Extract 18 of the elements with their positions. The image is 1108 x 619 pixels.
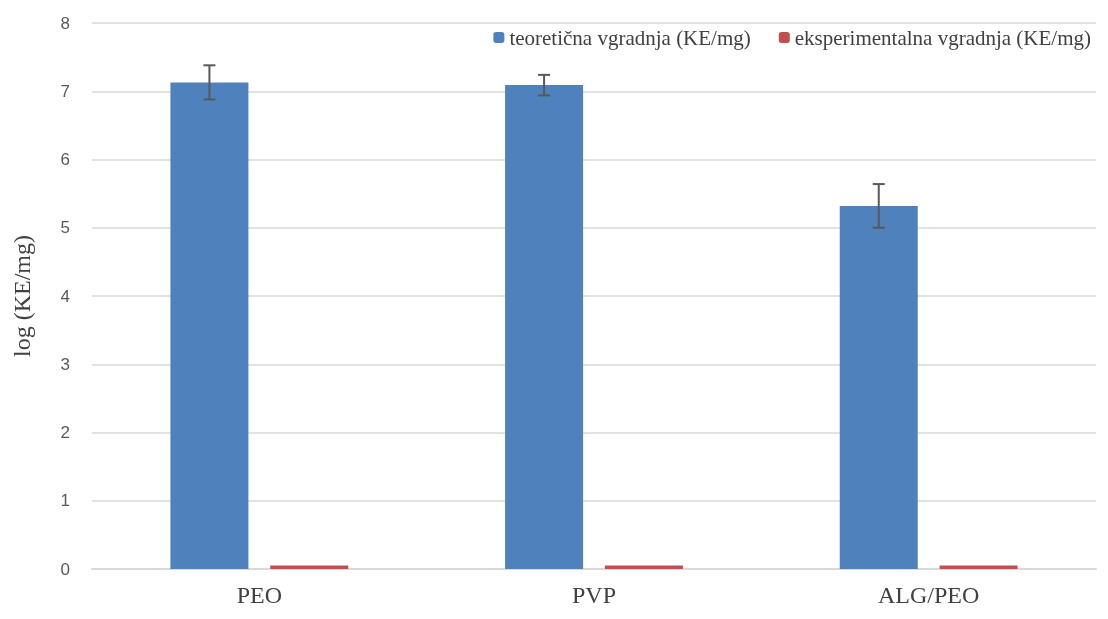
bar (505, 85, 584, 569)
y-axis-title: log (KE/mg) (9, 235, 35, 357)
y-tick-label: 4 (60, 286, 70, 306)
legend-label: eksperimentalna vgradnja (KE/mg) (794, 25, 1092, 50)
x-tick-label: PVP (571, 582, 617, 608)
bar (839, 205, 918, 569)
y-tick-label: 1 (60, 491, 70, 511)
x-tick-label: PEO (236, 582, 283, 608)
legend-label: teoretična vgradnja (KE/mg) (509, 25, 751, 50)
x-tick-label: ALG/PEO (877, 582, 980, 608)
y-tick-label: 6 (60, 150, 70, 169)
y-tick-label: 2 (60, 423, 70, 442)
y-tick-label: 8 (60, 13, 70, 33)
y-tick-label: 5 (60, 218, 70, 238)
y-tick-label: 0 (60, 559, 70, 579)
y-tick-label: 3 (60, 354, 70, 374)
y-tick-label: 7 (60, 81, 70, 101)
bar (170, 82, 249, 569)
